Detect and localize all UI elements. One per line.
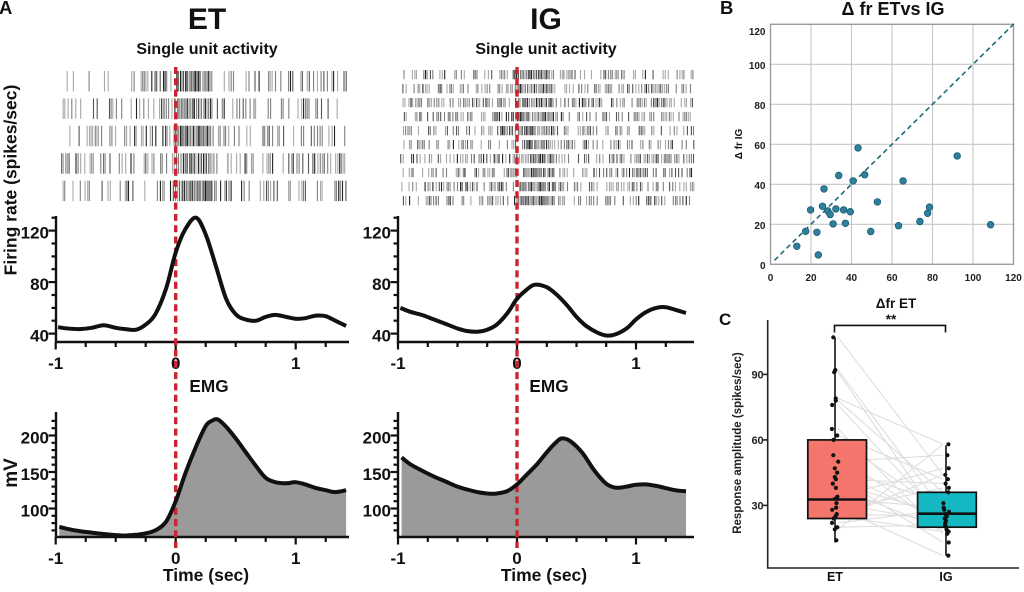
- svg-text:60: 60: [754, 141, 766, 152]
- svg-text:0: 0: [512, 549, 521, 568]
- svg-text:ET: ET: [188, 3, 226, 36]
- svg-text:-1: -1: [390, 354, 405, 373]
- svg-text:-1: -1: [48, 354, 63, 373]
- svg-text:90: 90: [751, 369, 763, 381]
- svg-text:120: 120: [21, 224, 49, 243]
- svg-text:80: 80: [754, 101, 766, 112]
- svg-text:120: 120: [1005, 273, 1022, 284]
- svg-text:IG: IG: [939, 570, 952, 584]
- svg-text:ET: ET: [827, 570, 843, 584]
- svg-text:EMG: EMG: [529, 376, 568, 396]
- svg-text:0: 0: [768, 273, 774, 284]
- svg-text:mV: mV: [1, 458, 22, 488]
- svg-text:1: 1: [631, 549, 640, 568]
- svg-text:150: 150: [363, 465, 391, 484]
- svg-text:30: 30: [751, 500, 763, 512]
- svg-text:EMG: EMG: [189, 376, 228, 396]
- svg-text:-1: -1: [48, 549, 63, 568]
- svg-text:-1: -1: [390, 549, 405, 568]
- svg-text:100: 100: [363, 502, 391, 521]
- svg-text:80: 80: [30, 275, 49, 294]
- svg-text:120: 120: [363, 224, 391, 243]
- svg-text:40: 40: [30, 327, 49, 346]
- svg-text:200: 200: [21, 429, 49, 448]
- svg-text:60: 60: [751, 435, 763, 447]
- svg-text:B: B: [720, 0, 733, 18]
- svg-text:Time (sec): Time (sec): [501, 565, 587, 585]
- svg-text:Response amplitude (spikes/sec: Response amplitude (spikes/sec): [732, 352, 744, 534]
- svg-text:80: 80: [927, 273, 939, 284]
- svg-text:Δ fr IG: Δ fr IG: [734, 129, 745, 160]
- svg-text:1: 1: [631, 354, 640, 373]
- svg-text:IG: IG: [530, 3, 562, 36]
- svg-text:**: **: [886, 312, 897, 327]
- svg-text:40: 40: [754, 181, 766, 192]
- svg-text:20: 20: [754, 221, 766, 232]
- svg-text:40: 40: [372, 327, 391, 346]
- svg-text:1: 1: [291, 549, 300, 568]
- svg-text:Firing rate (spikes/sec): Firing rate (spikes/sec): [1, 85, 21, 276]
- svg-text:150: 150: [21, 465, 49, 484]
- svg-text:Time (sec): Time (sec): [163, 565, 249, 585]
- svg-text:100: 100: [749, 61, 766, 72]
- svg-text:Δ fr ETvs IG: Δ fr ETvs IG: [842, 0, 945, 19]
- svg-text:100: 100: [965, 273, 982, 284]
- svg-text:C: C: [719, 310, 731, 329]
- svg-text:20: 20: [805, 273, 817, 284]
- svg-text:0: 0: [171, 549, 180, 568]
- svg-text:Single unit activity: Single unit activity: [136, 41, 277, 58]
- svg-text:40: 40: [846, 273, 858, 284]
- svg-text:120: 120: [749, 27, 766, 38]
- svg-text:60: 60: [886, 273, 898, 284]
- svg-text:100: 100: [21, 502, 49, 521]
- svg-text:Δfr ET: Δfr ET: [876, 296, 917, 311]
- svg-text:A: A: [0, 0, 12, 18]
- svg-text:1: 1: [291, 354, 300, 373]
- svg-text:0: 0: [760, 261, 766, 272]
- svg-text:200: 200: [363, 429, 391, 448]
- svg-text:80: 80: [372, 275, 391, 294]
- svg-text:Single unit activity: Single unit activity: [475, 41, 616, 58]
